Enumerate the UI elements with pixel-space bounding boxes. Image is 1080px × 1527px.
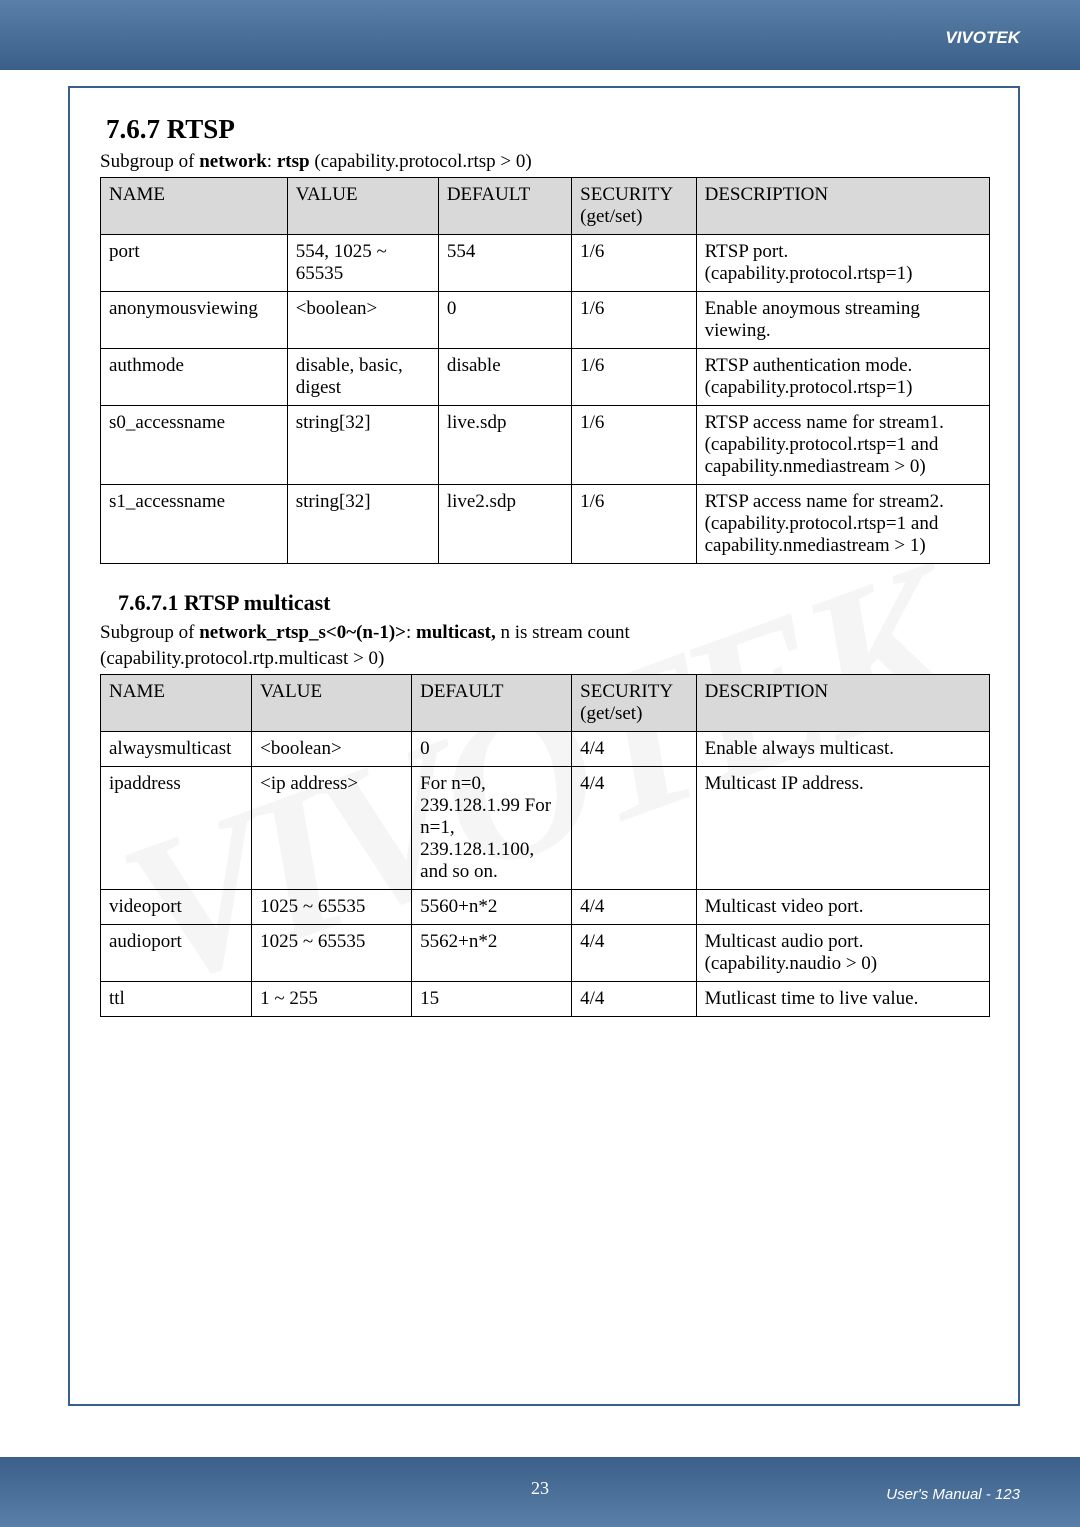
cell-security: 1/6 <box>572 406 696 485</box>
cell-desc: Enable anoymous streaming viewing. <box>696 292 989 349</box>
col-default: DEFAULT <box>438 178 571 235</box>
section-heading-rtsp: 7.6.7 RTSP <box>106 114 990 145</box>
cell-value: <ip address> <box>252 767 412 890</box>
cell-name: authmode <box>101 349 288 406</box>
cell-default: For n=0, 239.128.1.99 For n=1, 239.128.1… <box>412 767 572 890</box>
cell-value: 1025 ~ 65535 <box>252 925 412 982</box>
col-security: SECURITY (get/set) <box>572 675 696 732</box>
cell-value: disable, basic, digest <box>287 349 438 406</box>
cell-desc: Multicast IP address. <box>696 767 989 890</box>
cell-value: 1025 ~ 65535 <box>252 890 412 925</box>
intro-sep: : <box>406 622 416 643</box>
cell-default: 554 <box>438 235 571 292</box>
cell-default: 5562+n*2 <box>412 925 572 982</box>
table-row: s0_accessname string[32] live.sdp 1/6 RT… <box>101 406 990 485</box>
cell-security: 1/6 <box>572 235 696 292</box>
cell-default: live2.sdp <box>438 485 571 564</box>
cell-name: audioport <box>101 925 252 982</box>
section1-intro: Subgroup of network: rtsp (capability.pr… <box>100 151 990 173</box>
intro-suffix: n is stream count <box>496 622 630 643</box>
cell-security: 4/4 <box>572 890 696 925</box>
section2-intro2: (capability.protocol.rtp.multicast > 0) <box>100 648 990 670</box>
cell-value: string[32] <box>287 406 438 485</box>
cell-security: 1/6 <box>572 485 696 564</box>
intro-text: Subgroup of <box>100 151 199 172</box>
table-row: ttl 1 ~ 255 15 4/4 Mutlicast time to liv… <box>101 982 990 1017</box>
cell-desc: RTSP access name for stream1. (capabilit… <box>696 406 989 485</box>
intro-bold: network_rtsp_s<0~(n-1)> <box>199 622 406 643</box>
page-frame: VIVOTEK 7.6.7 RTSP Subgroup of network: … <box>68 86 1020 1406</box>
table-row: videoport 1025 ~ 65535 5560+n*2 4/4 Mult… <box>101 890 990 925</box>
multicast-table: NAME VALUE DEFAULT SECURITY (get/set) DE… <box>100 674 990 1017</box>
cell-default: disable <box>438 349 571 406</box>
cell-default: live.sdp <box>438 406 571 485</box>
cell-value: <boolean> <box>287 292 438 349</box>
cell-security: 4/4 <box>572 925 696 982</box>
cell-name: ttl <box>101 982 252 1017</box>
cell-security: 4/4 <box>572 767 696 890</box>
col-default: DEFAULT <box>412 675 572 732</box>
table-row: s1_accessname string[32] live2.sdp 1/6 R… <box>101 485 990 564</box>
cell-value: <boolean> <box>252 732 412 767</box>
cell-desc: RTSP access name for stream2. (capabilit… <box>696 485 989 564</box>
table-row: port 554, 1025 ~ 65535 554 1/6 RTSP port… <box>101 235 990 292</box>
cell-default: 0 <box>438 292 571 349</box>
table-row: authmode disable, basic, digest disable … <box>101 349 990 406</box>
intro-suffix: (capability.protocol.rtsp > 0) <box>310 151 532 172</box>
col-name: NAME <box>101 675 252 732</box>
footer-manual: User's Manual - 123 <box>886 1486 1020 1503</box>
cell-security: 1/6 <box>572 292 696 349</box>
cell-desc: Multicast video port. <box>696 890 989 925</box>
cell-name: alwaysmulticast <box>101 732 252 767</box>
cell-name: videoport <box>101 890 252 925</box>
footer-band: 23 User's Manual - 123 <box>0 1457 1080 1527</box>
col-value: VALUE <box>287 178 438 235</box>
cell-name: anonymousviewing <box>101 292 288 349</box>
intro-bold: multicast, <box>416 622 496 643</box>
cell-name: ipaddress <box>101 767 252 890</box>
cell-desc: Multicast audio port. (capability.naudio… <box>696 925 989 982</box>
footer-inner-page: 23 <box>531 1478 549 1499</box>
intro-text: Subgroup of <box>100 622 199 643</box>
cell-value: string[32] <box>287 485 438 564</box>
cell-value: 1 ~ 255 <box>252 982 412 1017</box>
table-header-row: NAME VALUE DEFAULT SECURITY (get/set) DE… <box>101 178 990 235</box>
cell-desc: Enable always multicast. <box>696 732 989 767</box>
intro-bold: rtsp <box>277 151 310 172</box>
cell-name: port <box>101 235 288 292</box>
intro-bold: network <box>199 151 267 172</box>
cell-default: 5560+n*2 <box>412 890 572 925</box>
cell-default: 0 <box>412 732 572 767</box>
header-brand: VIVOTEK <box>945 28 1020 48</box>
col-value: VALUE <box>252 675 412 732</box>
table-row: alwaysmulticast <boolean> 0 4/4 Enable a… <box>101 732 990 767</box>
cell-name: s1_accessname <box>101 485 288 564</box>
table-row: ipaddress <ip address> For n=0, 239.128.… <box>101 767 990 890</box>
header-band: VIVOTEK <box>0 0 1080 70</box>
cell-security: 1/6 <box>572 349 696 406</box>
cell-desc: RTSP authentication mode. (capability.pr… <box>696 349 989 406</box>
table-header-row: NAME VALUE DEFAULT SECURITY (get/set) DE… <box>101 675 990 732</box>
col-security: SECURITY (get/set) <box>572 178 696 235</box>
col-description: DESCRIPTION <box>696 178 989 235</box>
section2-intro: Subgroup of network_rtsp_s<0~(n-1)>: mul… <box>100 622 990 644</box>
table-row: audioport 1025 ~ 65535 5562+n*2 4/4 Mult… <box>101 925 990 982</box>
cell-security: 4/4 <box>572 732 696 767</box>
cell-security: 4/4 <box>572 982 696 1017</box>
col-description: DESCRIPTION <box>696 675 989 732</box>
col-name: NAME <box>101 178 288 235</box>
rtsp-table: NAME VALUE DEFAULT SECURITY (get/set) DE… <box>100 177 990 564</box>
intro-sep: : <box>267 151 277 172</box>
cell-value: 554, 1025 ~ 65535 <box>287 235 438 292</box>
table-row: anonymousviewing <boolean> 0 1/6 Enable … <box>101 292 990 349</box>
cell-default: 15 <box>412 982 572 1017</box>
cell-desc: RTSP port. (capability.protocol.rtsp=1) <box>696 235 989 292</box>
section-heading-multicast: 7.6.7.1 RTSP multicast <box>118 590 990 616</box>
cell-desc: Mutlicast time to live value. <box>696 982 989 1017</box>
cell-name: s0_accessname <box>101 406 288 485</box>
